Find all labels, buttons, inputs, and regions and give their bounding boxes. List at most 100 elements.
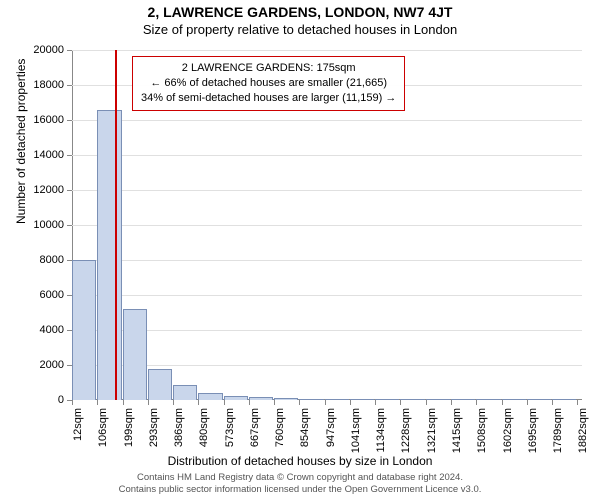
plot-area: 0200040006000800010000120001400016000180… (72, 50, 582, 400)
histogram-bar (451, 399, 475, 400)
xtick-label: 854sqm (299, 408, 311, 447)
ytick-label: 0 (58, 394, 64, 406)
histogram-bar (148, 369, 172, 401)
y-axis-label: Number of detached properties (14, 59, 28, 224)
xtick-label: 1602sqm (502, 408, 514, 453)
grid-line (72, 330, 582, 331)
xtick-mark (577, 400, 578, 405)
ytick-label: 14000 (33, 149, 64, 161)
ytick-mark (67, 225, 72, 226)
xtick-label: 293sqm (148, 408, 160, 447)
histogram-bar (299, 399, 323, 400)
xtick-mark (400, 400, 401, 405)
xtick-mark (224, 400, 225, 405)
xtick-mark (198, 400, 199, 405)
histogram-bar (97, 110, 121, 401)
xtick-mark (97, 400, 98, 405)
grid-line (72, 260, 582, 261)
ytick-label: 12000 (33, 184, 64, 196)
xtick-mark (72, 400, 73, 405)
xtick-label: 947sqm (325, 408, 337, 447)
footer-line-1: Contains HM Land Registry data © Crown c… (0, 472, 600, 484)
xtick-mark (451, 400, 452, 405)
histogram-bar (249, 397, 273, 400)
xtick-label: 1789sqm (552, 408, 564, 453)
histogram-bar (224, 396, 248, 400)
xtick-label: 667sqm (249, 408, 261, 447)
ytick-label: 20000 (33, 44, 64, 56)
xtick-label: 1882sqm (577, 408, 589, 453)
footer-line-2: Contains public sector information licen… (0, 484, 600, 496)
xtick-label: 1041sqm (350, 408, 362, 453)
xtick-mark (476, 400, 477, 405)
xtick-mark (173, 400, 174, 405)
callout-line: 2 LAWRENCE GARDENS: 175sqm (141, 61, 396, 76)
callout-box: 2 LAWRENCE GARDENS: 175sqm← 66% of detac… (132, 56, 405, 111)
xtick-label: 386sqm (173, 408, 185, 447)
ytick-mark (67, 50, 72, 51)
xtick-mark (375, 400, 376, 405)
ytick-mark (67, 120, 72, 121)
xtick-mark (123, 400, 124, 405)
xtick-mark (350, 400, 351, 405)
grid-line (72, 225, 582, 226)
xtick-label: 1508sqm (476, 408, 488, 453)
histogram-bar (173, 385, 197, 400)
chart-subtitle: Size of property relative to detached ho… (0, 22, 600, 37)
ytick-label: 4000 (40, 324, 64, 336)
xtick-label: 573sqm (224, 408, 236, 447)
ytick-label: 16000 (33, 114, 64, 126)
grid-line (72, 120, 582, 121)
callout-line: ← 66% of detached houses are smaller (21… (141, 76, 396, 91)
xtick-label: 1228sqm (400, 408, 412, 453)
histogram-bar (400, 399, 424, 400)
ytick-label: 10000 (33, 219, 64, 231)
xtick-mark (148, 400, 149, 405)
grid-line (72, 295, 582, 296)
x-axis-label: Distribution of detached houses by size … (0, 454, 600, 468)
histogram-bar (274, 398, 298, 400)
histogram-bar (375, 399, 399, 400)
callout-line: 34% of semi-detached houses are larger (… (141, 91, 396, 106)
histogram-bar (426, 399, 450, 400)
xtick-mark (426, 400, 427, 405)
chart-container: 2, LAWRENCE GARDENS, LONDON, NW7 4JT Siz… (0, 4, 600, 504)
histogram-bar (123, 309, 147, 400)
ytick-mark (67, 155, 72, 156)
xtick-label: 1321sqm (426, 408, 438, 453)
xtick-mark (527, 400, 528, 405)
histogram-bar (476, 399, 500, 400)
xtick-label: 12sqm (72, 408, 84, 441)
xtick-label: 760sqm (274, 408, 286, 447)
xtick-label: 1695sqm (527, 408, 539, 453)
ytick-mark (67, 190, 72, 191)
histogram-bar (198, 393, 222, 400)
chart-title: 2, LAWRENCE GARDENS, LONDON, NW7 4JT (0, 4, 600, 20)
xtick-label: 1134sqm (375, 408, 387, 452)
xtick-mark (274, 400, 275, 405)
ytick-label: 6000 (40, 289, 64, 301)
grid-line (72, 365, 582, 366)
ytick-mark (67, 85, 72, 86)
ytick-label: 18000 (33, 79, 64, 91)
histogram-bar (527, 399, 551, 400)
property-marker-line (115, 50, 117, 400)
xtick-mark (249, 400, 250, 405)
xtick-label: 480sqm (198, 408, 210, 447)
xtick-mark (299, 400, 300, 405)
histogram-bar (502, 399, 526, 400)
ytick-label: 8000 (40, 254, 64, 266)
histogram-bar (552, 399, 576, 400)
ytick-label: 2000 (40, 359, 64, 371)
histogram-bar (72, 260, 96, 400)
grid-line (72, 155, 582, 156)
xtick-mark (552, 400, 553, 405)
histogram-bar (325, 399, 349, 400)
grid-line (72, 50, 582, 51)
xtick-label: 106sqm (97, 408, 109, 447)
xtick-label: 1415sqm (451, 408, 463, 453)
attribution-footer: Contains HM Land Registry data © Crown c… (0, 472, 600, 496)
xtick-mark (325, 400, 326, 405)
xtick-mark (502, 400, 503, 405)
histogram-bar (350, 399, 374, 400)
